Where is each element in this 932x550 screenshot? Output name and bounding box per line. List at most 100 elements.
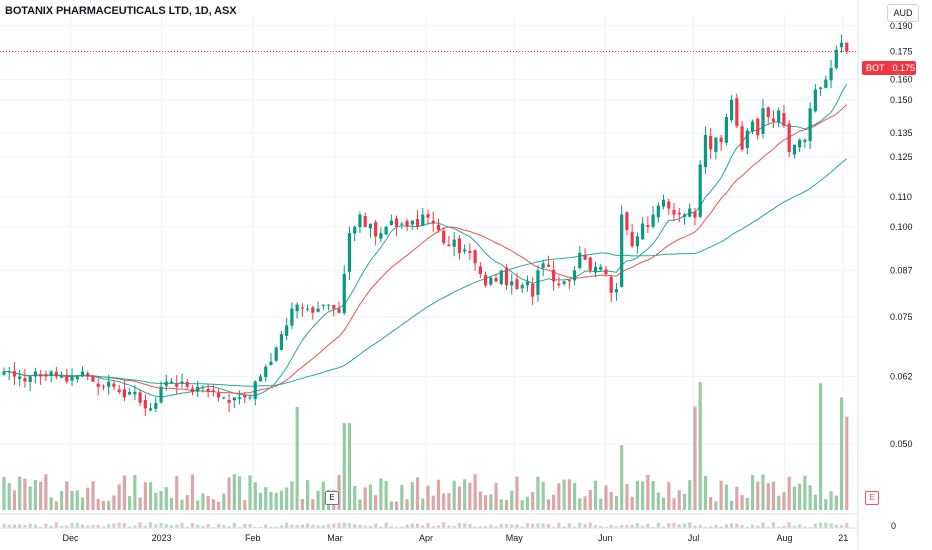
volume-bar xyxy=(829,491,833,510)
candle-body xyxy=(154,402,158,409)
volume-bar xyxy=(316,490,320,510)
lower-pane-bar xyxy=(552,526,556,528)
lower-pane-bar xyxy=(740,525,744,528)
volume-bar xyxy=(839,397,844,510)
volume-bar xyxy=(7,483,11,510)
volume-bar xyxy=(128,496,132,510)
volume-bar xyxy=(740,495,744,510)
volume-bar xyxy=(457,486,462,510)
volume-bar xyxy=(190,474,195,510)
candle-body xyxy=(798,139,802,148)
candle-body xyxy=(792,144,797,155)
candle-body xyxy=(243,394,247,398)
candle-body xyxy=(169,381,174,383)
candle-body xyxy=(122,389,126,398)
candle-body xyxy=(12,371,17,377)
volume-bar xyxy=(735,486,739,510)
currency-button[interactable]: AUD xyxy=(887,4,919,22)
volume-bar xyxy=(808,485,812,510)
candle-body xyxy=(457,238,462,253)
lower-pane-bar xyxy=(211,526,215,528)
lower-pane-bar xyxy=(80,524,85,528)
lower-pane-bar xyxy=(347,523,352,528)
lower-pane-bar xyxy=(421,525,425,528)
volume-bar xyxy=(394,501,399,510)
volume-bar xyxy=(217,501,221,510)
time-tick-label: Jun xyxy=(598,533,613,543)
lower-pane-bar xyxy=(128,526,132,528)
candle-body xyxy=(175,383,179,387)
candle-body xyxy=(65,374,69,382)
grid xyxy=(0,15,858,510)
time-tick-label: Dec xyxy=(63,533,80,543)
lower-pane-bar xyxy=(133,525,137,528)
volume-bar xyxy=(54,501,58,510)
volume-bar xyxy=(300,499,304,510)
lower-pane-bar xyxy=(792,525,797,528)
candle-body xyxy=(489,277,493,285)
volume-bar xyxy=(222,493,226,510)
candle-body xyxy=(384,226,388,235)
volume-bar xyxy=(709,497,713,510)
candle-body xyxy=(808,108,812,142)
volume-bar xyxy=(452,480,456,510)
candle-body xyxy=(468,250,472,253)
candle-body xyxy=(756,118,760,136)
candle-body xyxy=(813,89,817,112)
lower-pane-bar xyxy=(709,526,713,528)
volume-bar xyxy=(379,478,383,510)
volume-bar xyxy=(201,493,205,510)
candle-body xyxy=(688,208,692,217)
volume-bar xyxy=(389,501,393,510)
time-axis: Dec 2023 Feb Mar Apr May Jun Jul Aug 21 xyxy=(0,513,858,543)
candle-body xyxy=(248,397,252,399)
volume-bar xyxy=(557,483,561,510)
volume-bar xyxy=(342,422,346,510)
lower-pane-bar xyxy=(499,524,503,528)
volume-bar xyxy=(274,492,278,510)
volume-bar xyxy=(431,495,435,510)
candle-body xyxy=(541,263,545,268)
candle-body xyxy=(421,214,425,226)
lower-pane-bar xyxy=(798,524,802,528)
price-tick-label: 0.190 xyxy=(890,21,913,31)
volume-bar xyxy=(546,499,550,510)
volume-bar xyxy=(65,481,69,510)
candle-body xyxy=(337,308,341,313)
lower-pane-bar xyxy=(834,524,838,528)
volume-bar xyxy=(541,481,545,510)
lower-pane-bar xyxy=(363,525,367,528)
candle-body xyxy=(787,123,791,152)
candle-body xyxy=(368,223,373,229)
candle-body xyxy=(499,270,503,284)
candle-body xyxy=(463,249,467,252)
lower-pane-bar xyxy=(546,523,550,528)
volume-bar xyxy=(264,487,268,510)
candle-body xyxy=(604,269,608,275)
volume-bar xyxy=(730,500,734,510)
volume-bar xyxy=(143,482,147,510)
volume-bar xyxy=(782,492,786,510)
earnings-marker[interactable]: E xyxy=(325,491,339,505)
volume-bar xyxy=(620,445,624,510)
lower-pane-bar xyxy=(463,523,467,528)
candle-body xyxy=(494,278,498,282)
earnings-marker-right[interactable]: E xyxy=(865,491,879,505)
candle-body xyxy=(117,389,121,393)
price-tick-label: 0.125 xyxy=(890,152,913,162)
volume-bar xyxy=(478,491,482,510)
lower-pane-bar xyxy=(122,522,126,528)
volume-bar xyxy=(604,485,608,510)
volume-bar xyxy=(321,481,325,510)
volume-bar xyxy=(363,487,367,510)
volume-bar xyxy=(410,482,414,510)
lower-pane-bar xyxy=(258,526,263,528)
candle-body xyxy=(159,386,163,403)
candle-body xyxy=(740,126,744,150)
lower-pane-bar xyxy=(101,526,106,528)
time-tick-label: Apr xyxy=(419,533,433,543)
candle-body xyxy=(845,42,849,52)
candle-body xyxy=(342,274,346,314)
lower-pane-bar xyxy=(12,524,17,528)
